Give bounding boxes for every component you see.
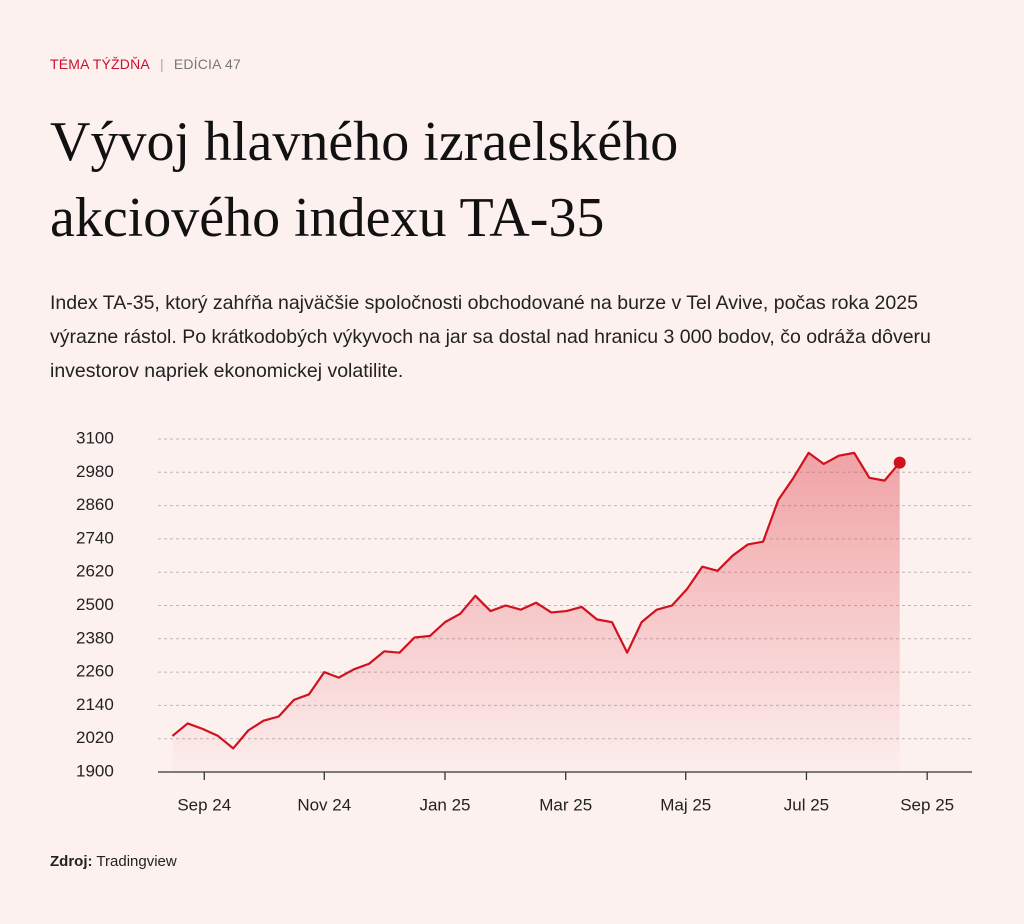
line [171,451,901,750]
x-tick-label: Sep 24 [177,795,231,814]
source-label: Zdroj: [50,853,93,870]
x-tick-label: Jan 25 [419,795,470,814]
x-tick-label: Maj 25 [660,795,711,814]
chart-subtitle: Index TA-35, ktorý zahŕňa najväčšie spol… [50,292,931,382]
x-tick-label: Nov 24 [297,795,351,814]
y-tick-label: 2260 [76,662,114,681]
y-tick-label: 2020 [76,728,114,747]
chart-title: Vývoj hlavného izraelského akciového ind… [50,111,679,249]
end-point [893,456,906,469]
kicker: TÉMA TÝŽDŇA | EDÍCIA 47 [50,56,241,72]
source: Zdroj: Tradingview [50,853,177,870]
source-name: Tradingview [96,853,177,870]
kicker-topic: TÉMA TÝŽDŇA [50,56,150,72]
y-tick-label: 2980 [76,462,114,481]
area [172,452,900,772]
x-tick-label: Mar 25 [539,795,592,814]
y-tick-label: 2500 [76,595,114,614]
y-tick-label: 2860 [76,495,114,514]
kicker-edition: EDÍCIA 47 [173,56,241,72]
y-tick-label: 3100 [76,428,114,447]
y-tick-label: 2140 [76,695,114,714]
y-tick-label: 2380 [76,628,114,647]
y-tick-label: 2740 [76,528,114,547]
y-tick-label: 2620 [76,562,114,581]
y-tick-label: 1900 [76,761,114,780]
x-tick-label: Jul 25 [784,795,829,814]
x-tick-label: Sep 25 [900,795,954,814]
separator: | [159,56,164,72]
